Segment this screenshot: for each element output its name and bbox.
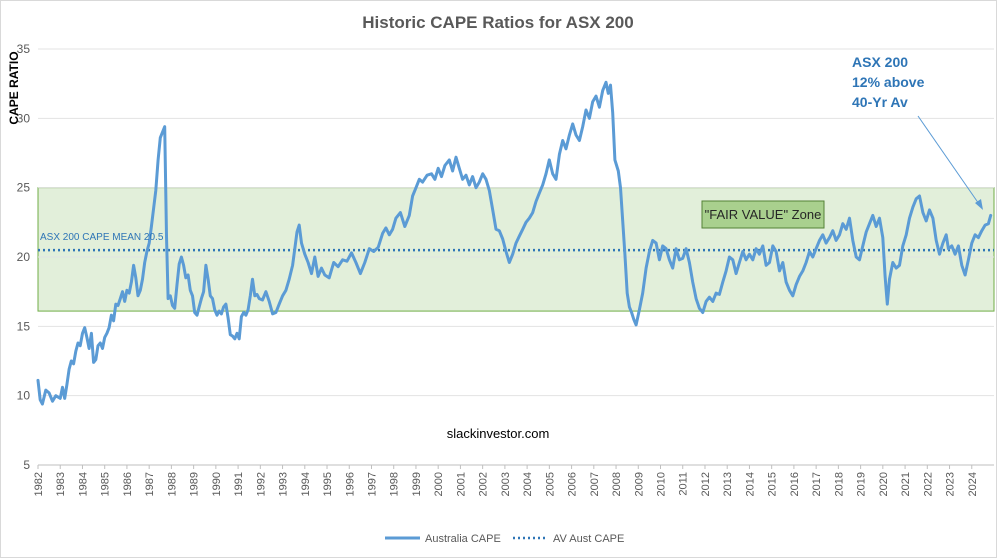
x-tick-label: 1984 <box>77 472 89 496</box>
legend: Australia CAPE AV Aust CAPE <box>385 533 624 545</box>
callout-line-1: ASX 200 <box>852 54 908 70</box>
callout-arrow-line <box>917 115 980 205</box>
x-tick-label: 2023 <box>945 472 957 496</box>
x-tick-label: 1995 <box>322 472 334 496</box>
legend-label-australia-cape: Australia CAPE <box>425 533 501 545</box>
x-tick-label: 2017 <box>811 472 823 496</box>
x-tick-label: 2021 <box>900 472 912 496</box>
x-tick-label: 2024 <box>967 472 979 496</box>
x-tick-label: 2022 <box>922 472 934 496</box>
x-tick-label: 2016 <box>789 472 801 496</box>
x-tick-label: 2014 <box>744 472 756 496</box>
x-tick-label: 2002 <box>478 472 490 496</box>
x-tick-label: 2013 <box>722 472 734 496</box>
x-tick-label: 1998 <box>389 472 401 496</box>
chart-title: Historic CAPE Ratios for ASX 200 <box>362 13 633 32</box>
fair-value-zone-layer <box>37 187 995 312</box>
x-tick-label: 1991 <box>233 472 245 496</box>
y-axis-label: CAPE RATIO <box>7 51 21 124</box>
x-tick-label: 1997 <box>366 472 378 496</box>
y-tick-label: 20 <box>17 250 31 264</box>
x-tick-label: 2011 <box>678 472 690 496</box>
x-tick-label: 1994 <box>300 472 312 496</box>
x-tick-label: 2020 <box>878 472 890 496</box>
x-tick-label: 1982 <box>33 472 45 496</box>
x-tick-label: 1988 <box>166 472 178 496</box>
x-tick-label: 2019 <box>856 472 868 496</box>
x-tick-label: 2015 <box>767 472 779 496</box>
x-tick-label: 2003 <box>500 472 512 496</box>
fair-value-label: "FAIR VALUE" Zone <box>705 207 822 222</box>
series-line-australia-cape <box>36 80 993 406</box>
y-tick-label: 15 <box>17 319 31 333</box>
callout-arrowhead <box>975 199 983 210</box>
x-tick-label: 2012 <box>700 472 712 496</box>
x-tick-label: 1996 <box>344 472 356 496</box>
x-tick-label: 2018 <box>833 472 845 496</box>
mean-label: ASX 200 CAPE MEAN 20.5 <box>40 232 164 243</box>
credit-text: slackinvestor.com <box>447 426 550 441</box>
y-tick-label: 25 <box>17 181 31 195</box>
axis-layer: 5 10 15 20 25 30 35 1982 1983 1984 1985 1986 1987 198… <box>17 42 994 496</box>
x-tick-label: 2004 <box>522 472 534 496</box>
callout-line-3: 40-Yr Av <box>852 94 908 110</box>
x-tick-label: 2005 <box>544 472 556 496</box>
series-layer <box>36 80 994 406</box>
x-tick-label: 1985 <box>100 472 112 496</box>
x-tick-label: 2001 <box>455 472 467 496</box>
x-tick-label: 1989 <box>189 472 201 496</box>
x-tick-label: 2007 <box>589 472 601 496</box>
fair-value-label-box <box>701 200 825 229</box>
fair-value-zone <box>37 187 995 312</box>
x-tick-label: 1993 <box>278 472 290 496</box>
x-tick-label: 1987 <box>144 472 156 496</box>
x-tick-label: 2009 <box>633 472 645 496</box>
x-tick-label: 2010 <box>656 472 668 496</box>
x-tick-label: 2000 <box>433 472 445 496</box>
x-tick-label: 1990 <box>211 472 223 496</box>
y-tick-label: 5 <box>23 458 30 472</box>
legend-label-av-aust-cape: AV Aust CAPE <box>553 533 624 545</box>
x-tick-label: 1983 <box>55 472 67 496</box>
x-tick-label: 1986 <box>122 472 134 496</box>
y-tick-label: 30 <box>17 111 31 125</box>
x-tick-label: 2008 <box>611 472 623 496</box>
x-tick-label: 2006 <box>567 472 579 496</box>
y-tick-label: 35 <box>17 42 31 56</box>
y-tick-label: 10 <box>17 389 31 403</box>
x-tick-label: 1992 <box>255 472 267 496</box>
callout-line-2: 12% above <box>852 74 925 90</box>
x-tick-label: 1999 <box>411 472 423 496</box>
